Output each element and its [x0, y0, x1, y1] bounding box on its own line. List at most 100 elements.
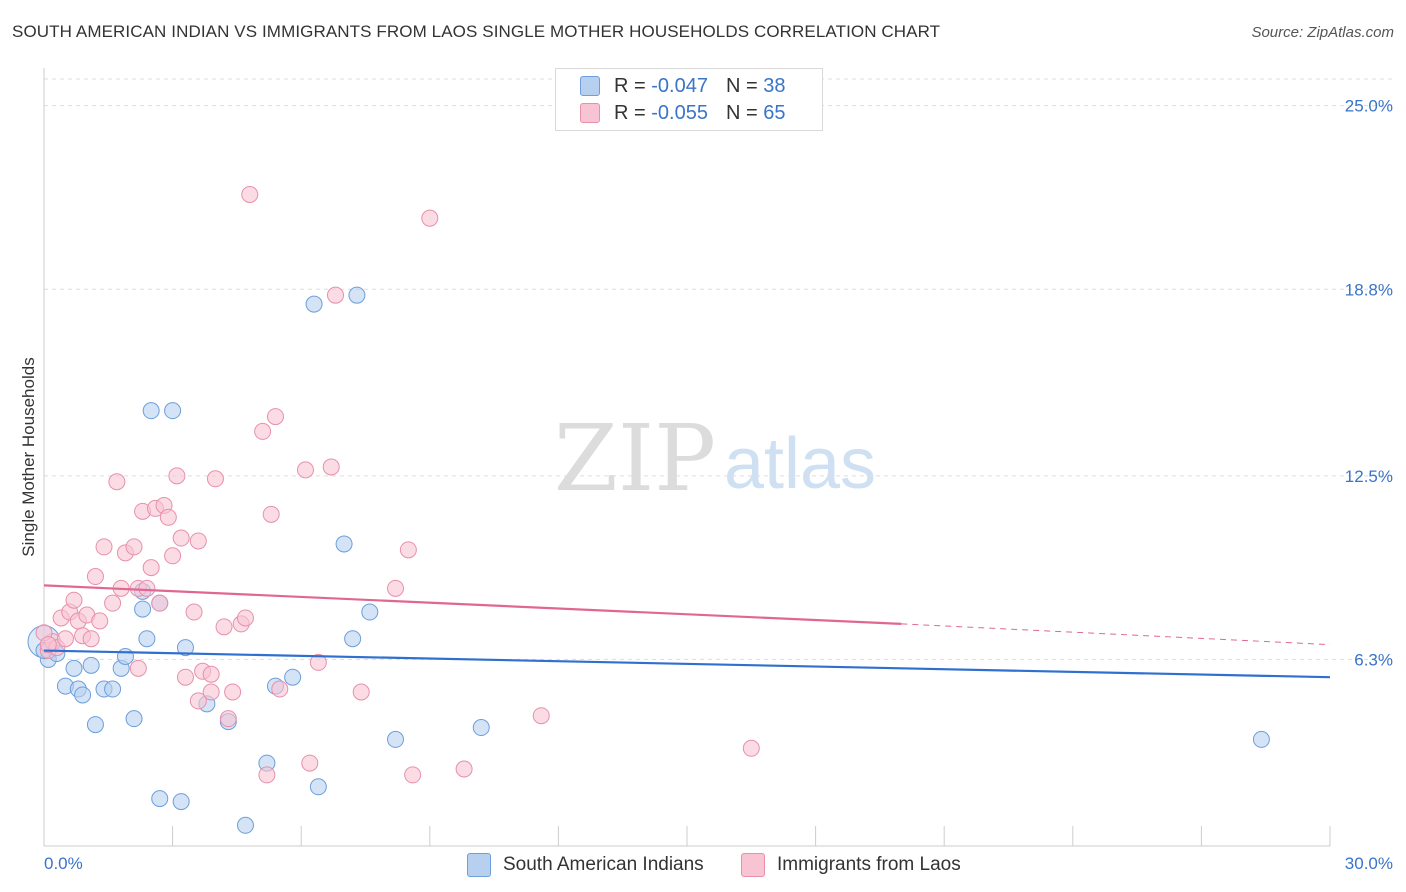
trend-line-pink	[43, 584, 902, 625]
n-label-pink: N =	[725, 101, 758, 124]
r-value-blue: -0.047	[651, 74, 708, 97]
legend-swatch-blue	[467, 853, 491, 877]
watermark-zip: ZIP	[554, 405, 716, 512]
point-pink-59	[421, 209, 439, 227]
point-blue-33	[361, 603, 379, 621]
point-pink-43	[236, 609, 254, 627]
chart-source: Source: ZipAtlas.com	[1251, 24, 1394, 41]
point-blue-28	[305, 295, 323, 313]
point-pink-34	[189, 532, 207, 550]
point-blue-36	[1252, 730, 1270, 748]
point-pink-36	[202, 665, 220, 683]
point-pink-40	[219, 710, 237, 728]
point-pink-50	[296, 461, 314, 479]
point-blue-34	[387, 730, 405, 748]
point-pink-52	[309, 653, 327, 671]
n-label-blue: N =	[725, 74, 758, 97]
point-pink-61	[532, 707, 550, 725]
r-value-pink: -0.055	[651, 101, 708, 124]
point-pink-57	[399, 541, 417, 559]
point-blue-7	[86, 716, 104, 734]
r-label-pink: R =	[614, 101, 646, 124]
point-pink-30	[172, 529, 190, 547]
point-pink-6	[65, 591, 83, 609]
point-pink-47	[262, 505, 280, 523]
point-blue-35	[472, 719, 490, 737]
point-pink-14	[104, 594, 122, 612]
trend-line-pink-dashed	[901, 623, 1331, 646]
legend-label-blue: South American Indians	[503, 854, 704, 875]
trend-line-blue	[43, 649, 1331, 679]
point-blue-15	[138, 630, 156, 648]
point-blue-27	[284, 668, 302, 686]
n-value-blue: 38	[763, 74, 786, 97]
point-pink-55	[352, 683, 370, 701]
y-tick-label-3: 25.0%	[1345, 97, 1393, 116]
point-pink-39	[215, 618, 233, 636]
point-blue-20	[172, 793, 190, 811]
point-pink-54	[326, 286, 344, 304]
point-pink-32	[185, 603, 203, 621]
point-pink-25	[151, 594, 169, 612]
stats-legend-row-pink: R = -0.055 N = 65	[580, 100, 785, 126]
point-blue-19	[164, 402, 182, 420]
point-pink-20	[129, 659, 147, 677]
point-pink-15	[108, 473, 126, 491]
point-pink-38	[206, 470, 224, 488]
point-pink-37	[202, 683, 220, 701]
point-blue-9	[104, 680, 122, 698]
point-blue-21	[176, 639, 194, 657]
point-blue-30	[335, 535, 353, 553]
point-blue-11	[116, 647, 134, 665]
point-pink-11	[86, 568, 104, 586]
point-pink-44	[241, 185, 259, 203]
legend-label-pink: Immigrants from Laos	[777, 854, 961, 875]
legend-swatch-pink	[741, 853, 765, 877]
point-pink-31	[176, 668, 194, 686]
y-tick-label-1: 12.5%	[1345, 467, 1393, 486]
y-tick-label-2: 18.8%	[1345, 280, 1393, 299]
point-pink-10	[82, 630, 100, 648]
point-pink-22	[138, 579, 156, 597]
point-pink-18	[125, 538, 143, 556]
point-pink-62	[742, 739, 760, 757]
point-pink-13	[95, 538, 113, 556]
stats-legend: R = -0.047 N = 38 R = -0.055 N = 65	[555, 68, 823, 131]
point-pink-58	[404, 766, 422, 784]
blue-swatch	[580, 76, 600, 96]
point-pink-41	[224, 683, 242, 701]
point-pink-56	[387, 579, 405, 597]
chart-title: SOUTH AMERICAN INDIAN VS IMMIGRANTS FROM…	[12, 22, 941, 41]
point-pink-4	[56, 630, 74, 648]
r-label-blue: R =	[614, 74, 646, 97]
y-axis-label: Single Mother Households	[19, 357, 38, 556]
point-pink-49	[271, 680, 289, 698]
point-pink-29	[168, 467, 186, 485]
legend-item-immigrants-from-laos: Immigrants from Laos	[741, 852, 961, 878]
point-pink-48	[266, 408, 284, 426]
point-blue-24	[236, 816, 254, 834]
stats-legend-row-blue: R = -0.047 N = 38	[580, 73, 785, 99]
watermark-atlas: atlas	[724, 424, 876, 504]
legend-item-south-american-indians: South American Indians	[467, 852, 704, 878]
point-pink-60	[455, 760, 473, 778]
point-blue-3	[65, 659, 83, 677]
y-tick-label-0: 6.3%	[1354, 650, 1393, 669]
point-blue-6	[82, 656, 100, 674]
point-pink-45	[254, 422, 272, 440]
point-pink-33	[189, 692, 207, 710]
point-blue-16	[142, 402, 160, 420]
point-pink-46	[258, 766, 276, 784]
point-pink-51	[301, 754, 319, 772]
point-blue-17	[151, 790, 169, 808]
point-blue-5	[74, 686, 92, 704]
point-pink-53	[322, 458, 340, 476]
point-pink-12	[91, 612, 109, 630]
point-blue-12	[125, 710, 143, 728]
x-tick-label-1: 30.0%	[1345, 854, 1393, 873]
point-blue-29	[309, 778, 327, 796]
point-blue-31	[344, 630, 362, 648]
point-pink-64	[39, 636, 57, 654]
x-tick-label-0: 0.0%	[44, 854, 83, 873]
